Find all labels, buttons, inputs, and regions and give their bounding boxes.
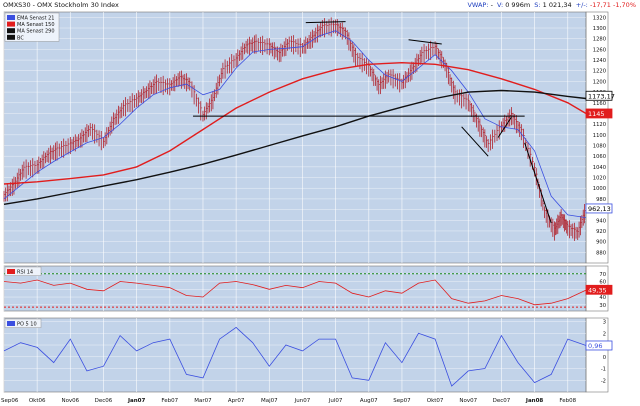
value-tag — [585, 90, 613, 101]
x-tick-label: Jan07 — [127, 398, 146, 404]
series-line — [3, 61, 587, 185]
y-tick-label: 940 — [596, 218, 606, 224]
last-label: S: — [534, 1, 541, 9]
y-tick-label: 1020 — [593, 176, 606, 182]
x-tick-label: Feb08 — [559, 398, 576, 404]
value-tag-label: 962,13 — [588, 205, 611, 213]
legend-swatch — [7, 21, 15, 27]
y-tick-label: 2 — [603, 331, 606, 337]
y-tick-label: 40 — [599, 295, 606, 301]
trendline — [461, 126, 489, 157]
value-tag-label: 1145 — [588, 110, 605, 118]
y-tick-label: 1220 — [593, 69, 606, 75]
x-tick-label: Sep06 — [1, 398, 19, 404]
x-tick-label: Aug07 — [360, 398, 378, 404]
value-tag — [585, 340, 613, 351]
y-tick-label: 900 — [596, 240, 606, 246]
x-tick-label: Okt07 — [427, 398, 444, 404]
x-tick-label: Maj07 — [261, 398, 278, 404]
x-tick-label: Jan08 — [525, 398, 544, 404]
volume-label: V: — [497, 1, 504, 9]
trendline — [305, 21, 346, 24]
legend-label: MA Senast 290 — [17, 29, 55, 35]
legend-swatch — [7, 15, 15, 20]
y-tick-label: 1200 — [593, 79, 606, 85]
change-value: -17,71 — [589, 1, 611, 9]
trendline — [497, 116, 512, 138]
y-tick-label: 3 — [603, 320, 606, 326]
x-tick-label: Jul07 — [328, 398, 343, 404]
y-tick-label: 980 — [596, 197, 606, 203]
y-tick-label: 1040 — [593, 165, 606, 171]
y-tick-label: -2 — [601, 378, 606, 384]
x-tick-label: Sep07 — [393, 398, 411, 404]
series-line — [3, 326, 587, 387]
series-line — [3, 30, 587, 218]
legend-swatch — [7, 28, 15, 34]
legend-swatch — [7, 321, 15, 326]
x-tick-label: Dec06 — [95, 398, 113, 404]
x-tick-label: Nov07 — [459, 398, 477, 404]
y-tick-label: 1000 — [593, 186, 606, 192]
change-label: +/-: — [575, 1, 588, 9]
x-tick-label: Apr07 — [228, 398, 245, 404]
plot-area — [4, 266, 586, 311]
y-tick-label: 1060 — [593, 154, 606, 160]
value-tag-label: 49,35 — [588, 286, 607, 294]
trendline — [524, 142, 552, 224]
y-tick-label: 1120 — [593, 122, 606, 128]
y-tick-label: 60 — [599, 280, 606, 286]
x-tick-label: Feb07 — [161, 398, 178, 404]
y-tick-label: 1160 — [593, 101, 606, 107]
legend-box — [4, 266, 42, 276]
y-tick-label: 920 — [596, 229, 606, 235]
value-tag — [585, 284, 613, 295]
legend-label: EMA Senast 21 — [17, 16, 54, 22]
legend-box — [4, 318, 42, 328]
change-pct: -1,70% — [613, 1, 636, 9]
legend-label: RSI 14 — [17, 270, 33, 276]
legend-swatch — [7, 269, 15, 274]
y-tick-label: 1100 — [593, 133, 606, 139]
x-tick-label: Dec07 — [493, 398, 511, 404]
last-value: 1 021,34 — [542, 1, 572, 9]
quote-info: VWAP: - V: 0 996m S: 1 021,34 +/-: -17,7… — [467, 0, 636, 11]
legend-label: PO 5 10 — [17, 322, 37, 328]
value-tag-label: 0,96 — [588, 342, 602, 350]
legend-label: MA Senast 150 — [17, 22, 55, 28]
y-tick-label: 1240 — [593, 58, 606, 64]
y-tick-label: -1 — [601, 367, 606, 373]
chart-title: OMXS30 - OMX Stockholm 30 Index — [3, 1, 119, 9]
volume-value: 0 996m — [505, 1, 531, 9]
x-tick-label: Jun07 — [294, 398, 311, 404]
y-tick-label: 1260 — [593, 47, 606, 53]
plot-area — [4, 318, 586, 392]
vwap-value: - — [490, 1, 493, 9]
value-tag-label: 1173,17 — [588, 92, 615, 100]
series-line — [3, 89, 587, 205]
y-tick-label: 1300 — [593, 26, 606, 32]
vwap-label: VWAP: — [467, 1, 489, 9]
legend-swatch — [7, 34, 15, 40]
y-tick-label: 1280 — [593, 37, 606, 43]
legend-label: BC — [17, 35, 24, 41]
y-tick-label: 1320 — [593, 15, 606, 21]
x-tick-label: Okt06 — [29, 398, 46, 404]
trendline — [408, 39, 442, 45]
x-tick-label: Mar07 — [194, 398, 212, 404]
y-tick-label: 0 — [603, 355, 606, 361]
y-tick-label: 30 — [599, 303, 606, 309]
y-tick-label: 1080 — [593, 144, 606, 150]
y-tick-label: 880 — [596, 250, 606, 256]
x-tick-label: Nov06 — [61, 398, 79, 404]
value-tag — [585, 108, 613, 119]
series-line — [3, 279, 587, 306]
value-tag — [585, 203, 613, 214]
y-tick-label: 70 — [599, 272, 606, 278]
